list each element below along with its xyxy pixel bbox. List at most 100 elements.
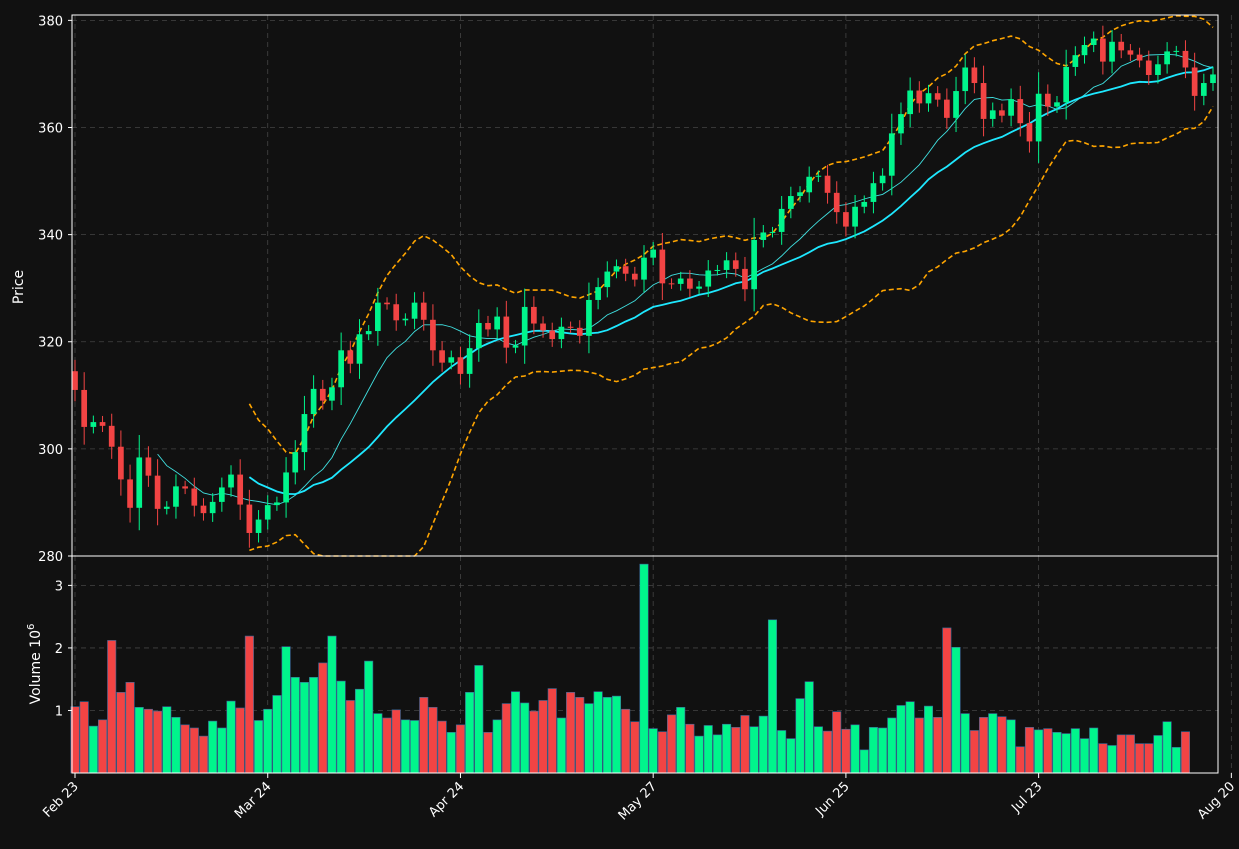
- candle-body: [531, 306, 537, 324]
- volume-bar: [575, 697, 585, 774]
- price-axis-label: Price: [11, 270, 27, 304]
- volume-bar: [318, 662, 328, 774]
- volume-bar: [1116, 734, 1126, 774]
- candle-body: [1026, 123, 1033, 142]
- candle-body: [365, 331, 372, 335]
- candle-body: [944, 99, 950, 118]
- candle-body: [1155, 64, 1161, 75]
- volume-bar: [767, 619, 778, 774]
- volume-bar: [198, 735, 209, 774]
- volume-bar: [373, 713, 383, 774]
- volume-bar: [263, 708, 273, 774]
- candle-body: [375, 302, 381, 332]
- volume-bar: [88, 725, 98, 774]
- volume-bar: [694, 735, 704, 774]
- volume-bar: [125, 682, 135, 774]
- volume-bar: [602, 697, 612, 774]
- price-tick-label: 360: [38, 121, 63, 136]
- volume-bar: [942, 627, 952, 774]
- volume-bar: [712, 734, 722, 774]
- volume-bar: [685, 723, 695, 774]
- volume-bar: [657, 731, 667, 774]
- volume-bar: [1079, 738, 1090, 774]
- volume-bar: [758, 715, 768, 774]
- volume-bar: [676, 707, 686, 774]
- volume-bar: [621, 708, 631, 774]
- volume-bar: [208, 720, 218, 774]
- candle-body: [797, 192, 803, 197]
- volume-bar: [566, 692, 576, 774]
- candle-body: [338, 350, 344, 388]
- volume-bar: [391, 709, 401, 774]
- volume-bar: [804, 681, 814, 774]
- candle-body: [1191, 67, 1198, 96]
- candle-body: [163, 506, 170, 509]
- volume-bar: [364, 660, 374, 774]
- candle-body: [677, 278, 684, 284]
- candle-body: [237, 474, 244, 505]
- volume-bar: [703, 725, 713, 774]
- volume-bar: [1015, 746, 1025, 774]
- candle-body: [549, 330, 556, 340]
- candle-body: [742, 268, 748, 290]
- volume-bar: [1070, 728, 1080, 774]
- upper-band-line: [248, 14, 1214, 455]
- volume-bar: [1098, 743, 1108, 774]
- candle-body: [228, 474, 234, 488]
- volume-bar: [887, 717, 897, 774]
- price-tick-label: 320: [38, 336, 63, 351]
- candle-body: [218, 487, 225, 502]
- volume-bar: [933, 717, 943, 774]
- candle-body: [778, 208, 785, 232]
- candle-body: [687, 278, 693, 289]
- volume-bar: [153, 710, 163, 774]
- candle-body: [246, 504, 253, 533]
- candle-body: [815, 175, 822, 177]
- volume-bar: [180, 724, 190, 774]
- candle-body: [723, 260, 730, 270]
- candle-body: [264, 505, 271, 520]
- volume-bar: [455, 724, 465, 774]
- candle-body: [787, 196, 794, 209]
- volume-bar: [107, 640, 117, 774]
- candle-body: [888, 133, 895, 176]
- candle-body: [769, 231, 776, 233]
- candle-body: [1100, 38, 1106, 62]
- volume-bar: [1144, 743, 1154, 774]
- candle-body: [907, 90, 913, 115]
- volume-bar: [611, 695, 621, 774]
- candle-body: [751, 239, 757, 290]
- volume-bar: [1135, 743, 1145, 774]
- candle-body: [393, 304, 400, 321]
- volume-bar: [639, 563, 649, 774]
- volume-bar: [1171, 747, 1181, 774]
- candle-body: [475, 322, 482, 349]
- candle-body: [420, 302, 427, 320]
- candle-body: [512, 345, 519, 348]
- volume-bar: [483, 732, 493, 774]
- candle-body: [430, 319, 436, 351]
- volume-bar: [327, 635, 337, 774]
- volume-bar: [272, 695, 282, 774]
- volume-bar: [354, 688, 365, 774]
- price-tick-label: 340: [38, 229, 63, 244]
- candle-body: [118, 446, 124, 480]
- volume-bar: [419, 697, 429, 774]
- volume-bar: [630, 721, 640, 774]
- candle-body: [274, 502, 280, 506]
- volume-bar: [171, 717, 181, 774]
- candle-body: [980, 83, 987, 119]
- candle-body: [1008, 99, 1014, 116]
- candle-body: [1118, 41, 1125, 51]
- candle-body: [705, 270, 712, 287]
- candle-body: [127, 479, 133, 508]
- candle-body: [457, 357, 464, 374]
- candle-body: [1044, 93, 1051, 107]
- candle-body: [641, 257, 647, 280]
- volume-bar: [841, 728, 851, 774]
- candle-body: [714, 269, 721, 271]
- volume-bar: [428, 707, 438, 774]
- volume-bar: [299, 682, 309, 774]
- candle-body: [356, 334, 363, 364]
